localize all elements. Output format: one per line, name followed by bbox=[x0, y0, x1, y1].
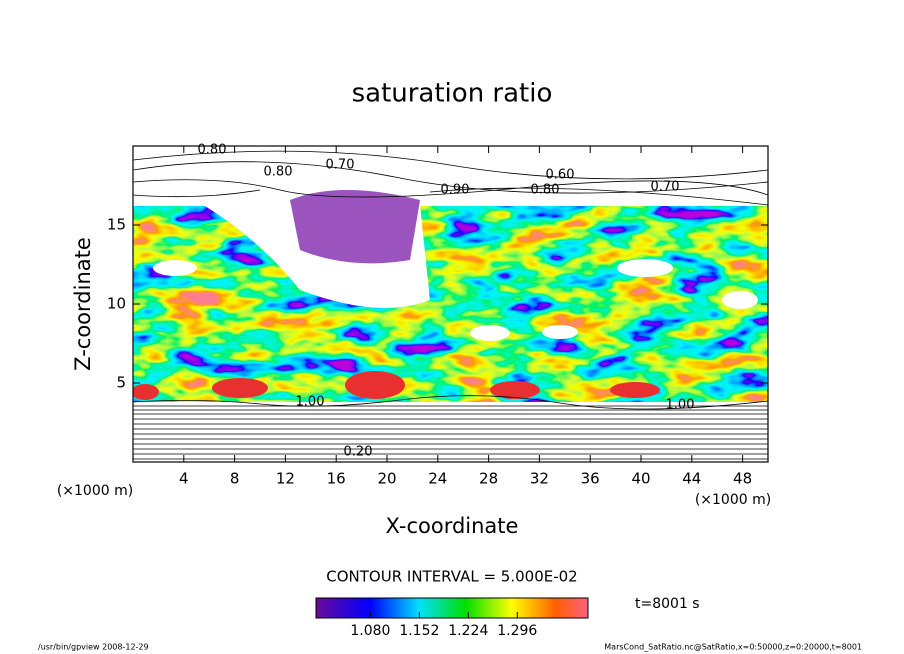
x-unit: (×1000 m) bbox=[57, 483, 133, 499]
x-tick-label: 28 bbox=[479, 470, 498, 488]
x-tick-label: 36 bbox=[581, 470, 600, 488]
x-tick-label: 44 bbox=[682, 470, 701, 488]
y-axis-label: Z-coordinate bbox=[71, 237, 95, 371]
contour-label: 0.80 bbox=[198, 143, 227, 158]
x-axis-label: X-coordinate bbox=[386, 514, 519, 538]
chart-title: saturation ratio bbox=[352, 79, 553, 109]
contour-label: 0.90 bbox=[441, 183, 470, 198]
colorbar bbox=[315, 597, 589, 619]
footer-left: /usr/bin/gpview 2008-12-29 bbox=[38, 643, 149, 652]
x-tick-label: 32 bbox=[530, 470, 549, 488]
contour-label: 0.80 bbox=[264, 165, 293, 180]
contour-label: 1.00 bbox=[666, 398, 695, 413]
y-tick-label: 15 bbox=[107, 216, 126, 234]
contour-label: 0.80 bbox=[531, 183, 560, 198]
y-tick-label: 10 bbox=[107, 295, 126, 313]
contour-label: 0.70 bbox=[326, 158, 355, 173]
contour-label: 0.70 bbox=[651, 180, 680, 195]
x-tick-label: 16 bbox=[327, 470, 346, 488]
contour-label: 0.60 bbox=[546, 168, 575, 183]
x-tick-label: 20 bbox=[377, 470, 396, 488]
colorbar-tick-label: 1.224 bbox=[448, 623, 488, 639]
x-tick-label: 4 bbox=[179, 470, 189, 488]
x-tick-label: 8 bbox=[230, 470, 240, 488]
colorbar-tick-label: 1.296 bbox=[497, 623, 537, 639]
x-tick-label: 24 bbox=[428, 470, 447, 488]
x-unit: (×1000 m) bbox=[695, 492, 771, 508]
x-tick-label: 48 bbox=[733, 470, 752, 488]
x-tick-label: 40 bbox=[631, 470, 650, 488]
footer-right: MarsCond_SatRatio.nc@SatRatio,x=0:50000,… bbox=[604, 643, 862, 652]
colorbar-tick-label: 1.080 bbox=[350, 623, 390, 639]
field bbox=[133, 146, 768, 462]
colorbar-tick-label: 1.152 bbox=[399, 623, 439, 639]
contour-label: 0.20 bbox=[344, 445, 373, 460]
time-label: t=8001 s bbox=[635, 596, 700, 612]
contour-interval: CONTOUR INTERVAL = 5.000E-02 bbox=[326, 568, 577, 586]
contour-label: 1.00 bbox=[296, 395, 325, 410]
x-tick-label: 12 bbox=[276, 470, 295, 488]
y-tick-label: 5 bbox=[116, 374, 126, 392]
